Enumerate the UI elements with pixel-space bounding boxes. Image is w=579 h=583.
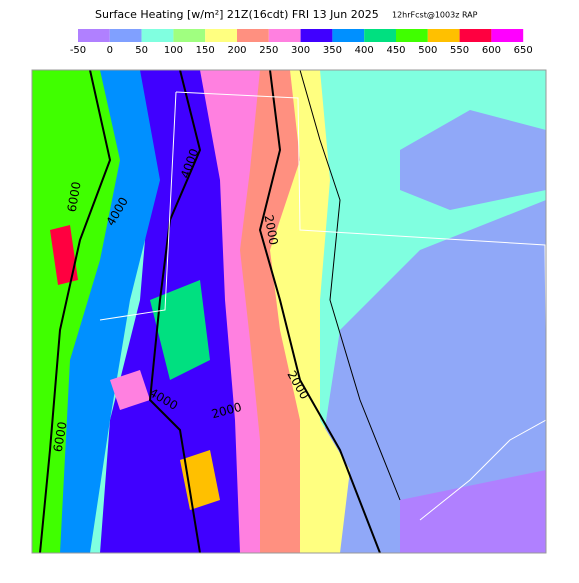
colorbar-box bbox=[427, 29, 460, 42]
colorbar-label: 450 bbox=[386, 45, 405, 56]
contour-label: 6000 bbox=[51, 421, 70, 454]
colorbar-label: 200 bbox=[227, 45, 246, 56]
border bbox=[175, 91, 546, 331]
colorbar-label: 250 bbox=[259, 45, 278, 56]
contour bbox=[148, 70, 202, 553]
colorbar: -50 0 50 100 150 200 250 300 350 400 450 500 550 600 6… bbox=[70, 29, 533, 56]
field-mid bbox=[110, 370, 150, 410]
colorbar-label: -50 bbox=[70, 45, 86, 56]
field-neg bbox=[400, 470, 546, 553]
colorbar-label: 150 bbox=[196, 45, 215, 56]
map-frame bbox=[31, 69, 547, 554]
contour bbox=[39, 70, 112, 553]
colorbar-box bbox=[396, 29, 428, 42]
colorbar-label: 650 bbox=[514, 45, 533, 56]
colorbar-label: 100 bbox=[164, 45, 183, 56]
contour-label: 2000 bbox=[262, 214, 281, 247]
colorbar-box bbox=[364, 29, 396, 42]
colorbar-label: 50 bbox=[135, 45, 148, 56]
colorbar-label: 550 bbox=[450, 45, 469, 56]
colorbar-box bbox=[300, 29, 333, 42]
colorbar-box bbox=[141, 29, 174, 42]
colorbar-label: 0 bbox=[107, 45, 113, 56]
colorbar-box bbox=[78, 29, 110, 42]
border bbox=[99, 91, 177, 321]
field-low bbox=[400, 110, 546, 210]
title: Surface Heating [w/m²] 21Z(16cdt) FRI 13… bbox=[95, 8, 379, 21]
colorbar-box bbox=[459, 29, 492, 42]
contour bbox=[299, 70, 401, 501]
contour-label: 6000 bbox=[65, 181, 84, 214]
field-low bbox=[320, 200, 546, 553]
colorbar-label: 300 bbox=[291, 45, 310, 56]
colorbar-label: 600 bbox=[482, 45, 501, 56]
colorbar-box bbox=[268, 29, 301, 42]
colorbar-label: 350 bbox=[323, 45, 342, 56]
colorbar-box bbox=[109, 29, 142, 42]
field-peak bbox=[50, 225, 78, 285]
coast bbox=[419, 419, 546, 521]
colorbar-box bbox=[491, 29, 524, 42]
map: 4000 6000 4000 2000 2000 4000 2000 6000 bbox=[31, 69, 547, 554]
colorbar-box bbox=[173, 29, 206, 42]
colorbar-label: 500 bbox=[418, 45, 437, 56]
subtitle: 12hrFcst@1003z RAP bbox=[392, 11, 478, 20]
colorbar-box bbox=[332, 29, 365, 42]
contour bbox=[258, 70, 381, 553]
colorbar-box bbox=[205, 29, 237, 42]
colorbar-label: 400 bbox=[355, 45, 374, 56]
colorbar-box bbox=[237, 29, 269, 42]
